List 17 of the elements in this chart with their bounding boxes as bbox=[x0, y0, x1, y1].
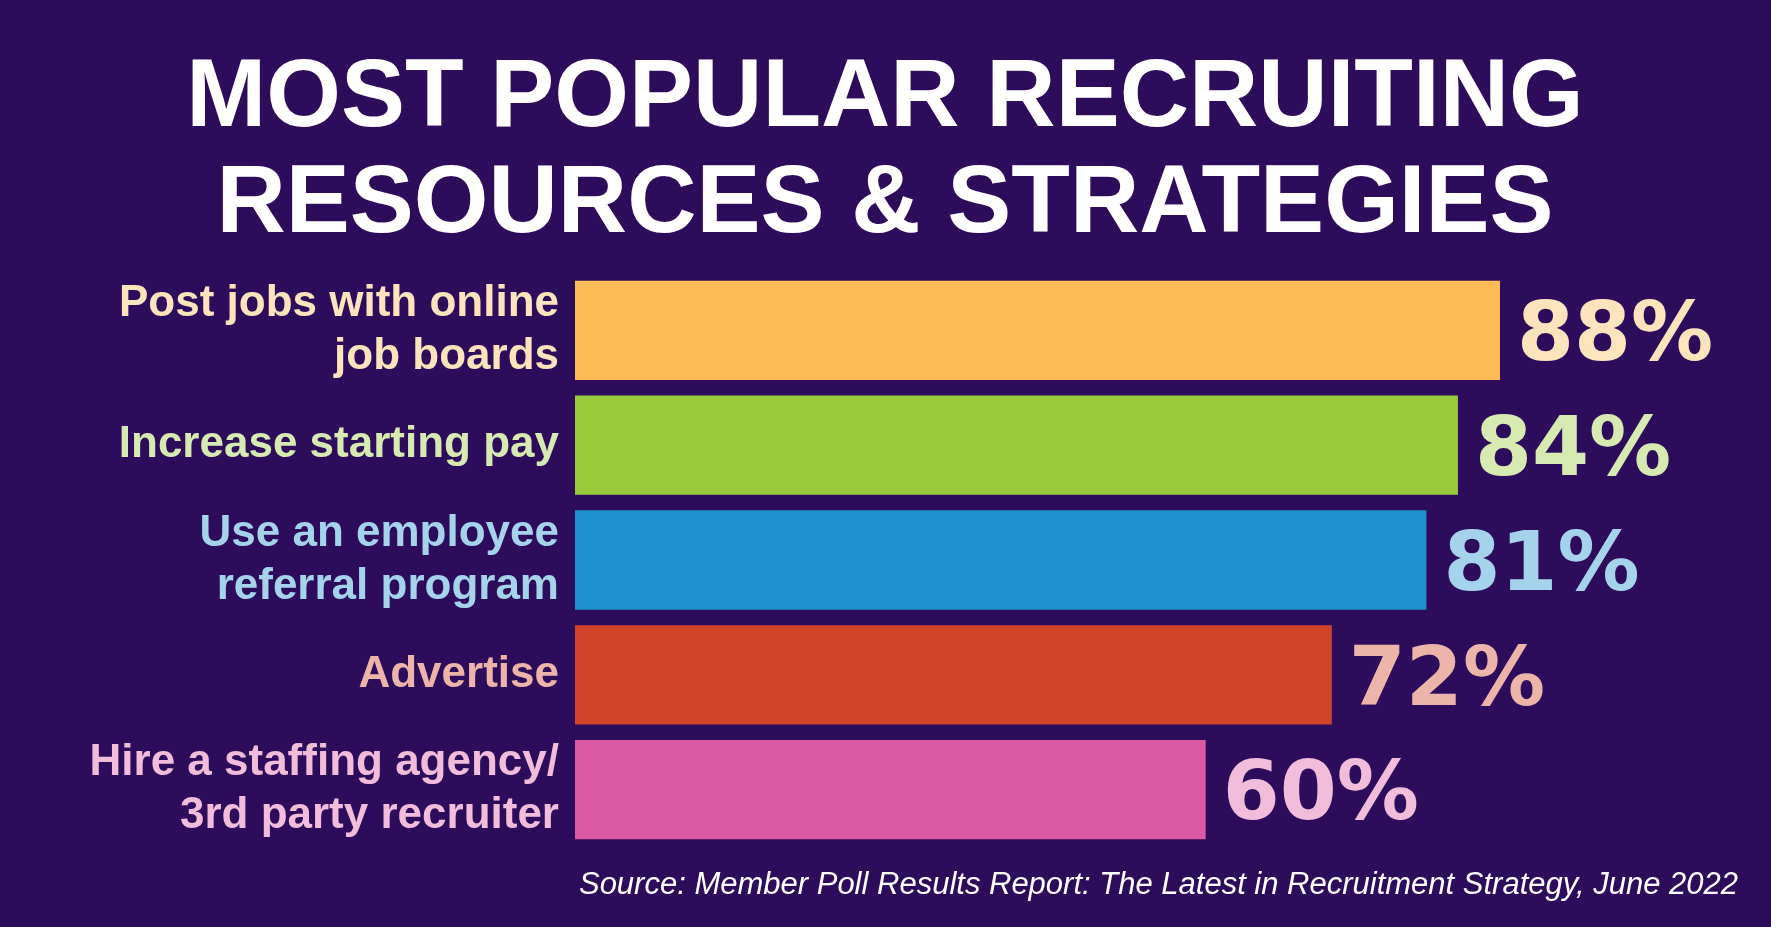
data-label: 88% bbox=[1516, 284, 1714, 380]
source-note: Source: Member Poll Results Report: The Latest in Recruitment Strategy, June 2022 bbox=[578, 866, 1738, 902]
y-tick-label: Advertise bbox=[358, 646, 559, 696]
data-label: 60% bbox=[1222, 743, 1419, 839]
bar bbox=[575, 739, 1206, 840]
bar bbox=[575, 395, 1458, 495]
y-tick-label: Use an employee referral program bbox=[199, 505, 559, 608]
data-label: 72% bbox=[1348, 628, 1546, 724]
y-tick-label: Increase starting pay bbox=[118, 417, 560, 467]
bar bbox=[575, 510, 1427, 610]
bar bbox=[575, 625, 1332, 725]
y-tick-label: Post jobs with online job boards bbox=[119, 276, 559, 378]
y-tick-label: Hire a staffing agency/ 3rd party recruiter bbox=[89, 735, 559, 838]
data-label: 81% bbox=[1443, 513, 1640, 609]
bar bbox=[575, 280, 1500, 381]
data-label: 84% bbox=[1474, 399, 1672, 495]
chart-title: MOST POPULAR RECRUITING RESOURCES & STRATEGIES bbox=[185, 39, 1585, 252]
